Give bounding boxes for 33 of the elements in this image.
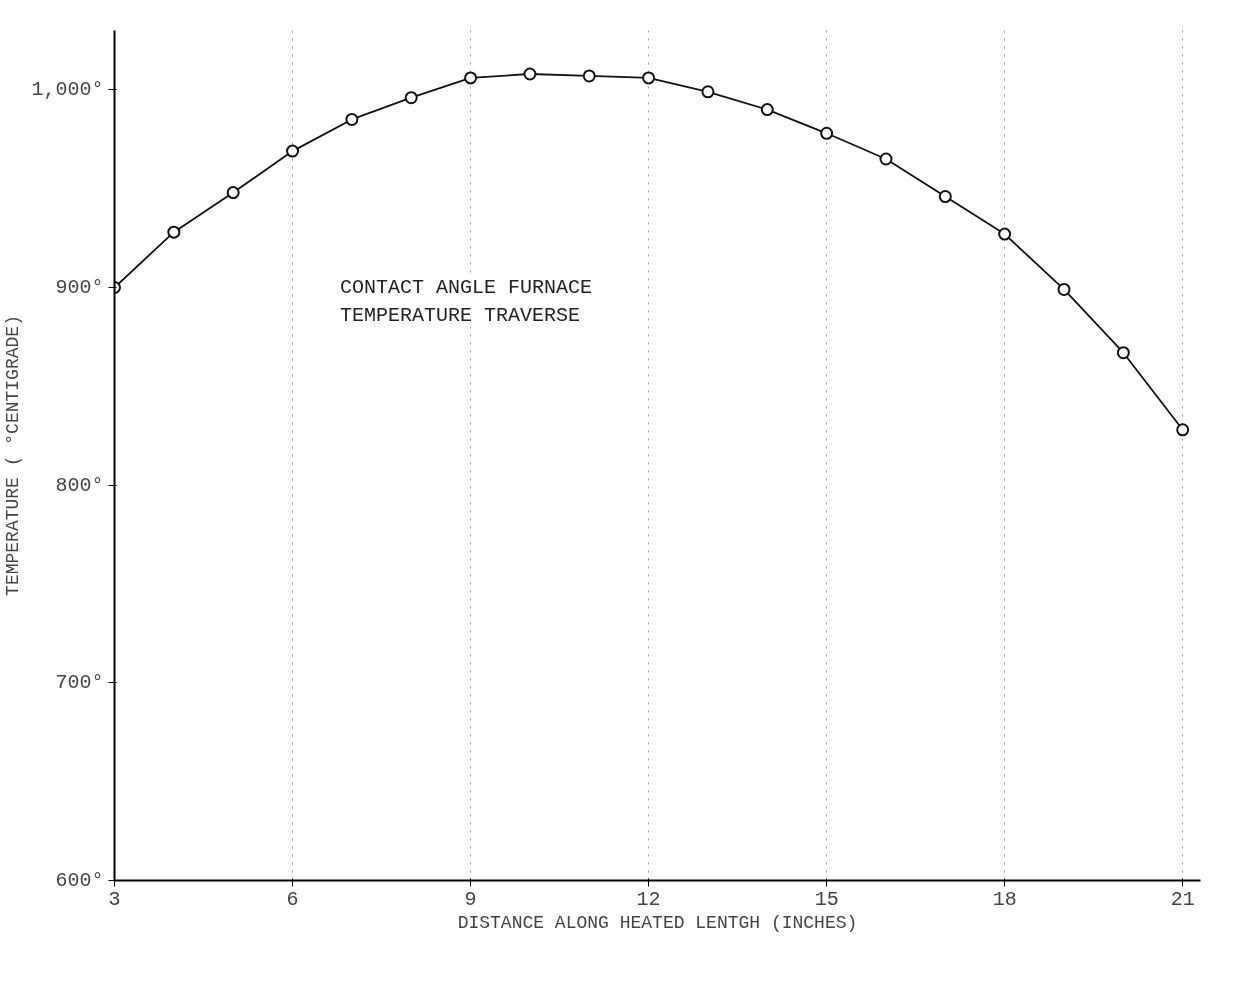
point	[286, 144, 300, 158]
point	[1176, 423, 1190, 437]
point	[523, 67, 537, 81]
point	[582, 69, 596, 83]
text: CONTACT ANGLE FURNACE TEMPERATURE TRAVERSE	[340, 276, 593, 328]
x-tick-label: 9	[464, 887, 477, 911]
x-tick-label: 6	[286, 887, 299, 911]
x-tick-label: 15	[814, 887, 839, 911]
point	[701, 85, 715, 99]
point	[345, 112, 359, 126]
x-tick-label: 18	[992, 887, 1017, 911]
y-tick-label: 700°	[55, 671, 104, 695]
x-tick-label: 21	[1170, 887, 1195, 911]
point	[998, 227, 1012, 241]
point	[404, 91, 418, 105]
y-tick-label: 900°	[55, 275, 104, 299]
point	[167, 225, 181, 239]
point	[879, 152, 893, 166]
point	[226, 186, 240, 200]
y-tick-label: 600°	[55, 869, 104, 892]
point	[1057, 282, 1071, 296]
x-tick-label: 3	[108, 887, 121, 911]
x-tick-label: 12	[636, 887, 661, 911]
y-tick-label: 800°	[55, 473, 104, 497]
x-axis-title: DISTANCE ALONG HEATED LENTGH (INCHES)	[457, 912, 858, 933]
point	[642, 71, 656, 85]
point	[820, 126, 834, 140]
y-axis-title: TEMPERATURE ( °CENTIGRADE)	[3, 315, 24, 596]
point	[1116, 346, 1130, 360]
point	[464, 71, 478, 85]
y-tick-label: 1,000°	[31, 78, 104, 102]
point	[938, 190, 952, 204]
point	[760, 103, 774, 117]
